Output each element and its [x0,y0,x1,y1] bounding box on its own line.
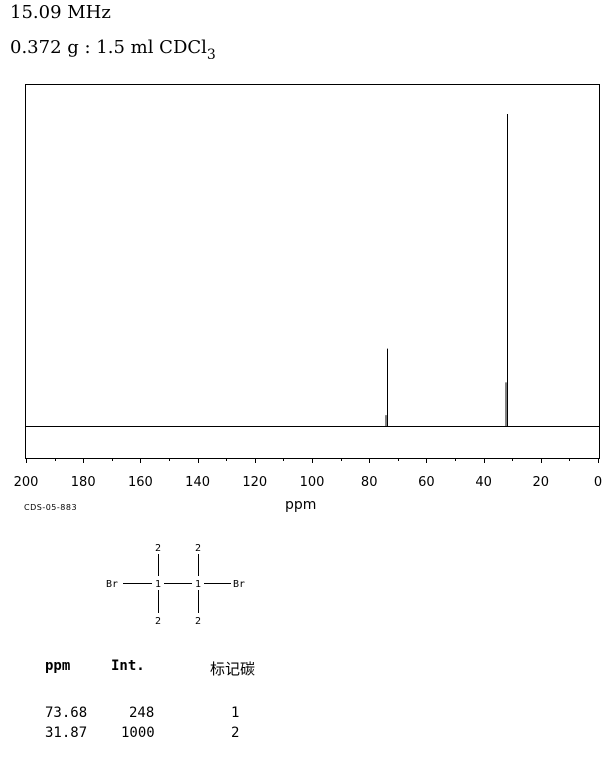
h-count-c1-bottom: 2 [155,616,161,627]
x-tick-label: 140 [185,475,210,490]
x-axis-tick-labels: 200 180 160 140 120 100 80 60 40 20 0 [14,475,603,490]
table-cell-ppm-1: 73.68 [45,705,88,721]
sample-description: 0.372 g : 1.5 ml CDCl3 [10,37,216,63]
x-tick-label: 60 [418,475,435,490]
sample-subscript: 3 [206,47,216,63]
x-tick-label: 100 [300,475,325,490]
table-header-labeled-carbon: 标记碳 [210,660,256,678]
sample-text: 0.372 g : 1.5 ml CDCl [10,37,207,58]
table-header-int: Int. [111,658,145,674]
table-cell-int-1: 248 [129,705,155,721]
h-count-c2-top: 2 [195,543,201,554]
spectrum-code: CDS-05-883 [24,503,78,512]
spectrum-peaks [385,114,508,426]
x-axis-label: ppm [285,497,317,513]
x-tick-label: 180 [71,475,96,490]
nmr-spectrum-chart: 200 180 160 140 120 100 80 60 40 20 0 [14,84,603,490]
table-header-ppm: ppm [45,658,71,674]
x-tick-label: 80 [361,475,378,490]
x-tick-label: 160 [128,475,153,490]
table-cell-carbon-2: 2 [231,725,240,741]
x-tick-label: 40 [475,475,492,490]
x-tick-label: 0 [594,475,602,490]
x-axis-ticks [26,458,599,463]
h-count-c2-bottom: 2 [195,616,201,627]
atom-c1: 1 [155,579,161,590]
x-tick-label: 200 [14,475,39,490]
x-tick-label: 20 [533,475,550,490]
h-count-c1-top: 2 [155,543,161,554]
atom-br-right: Br [233,579,245,590]
table-cell-int-2: 1000 [121,725,155,741]
spectrometer-frequency: 15.09 MHz [10,2,111,23]
x-tick-label: 120 [242,475,267,490]
atom-c2: 1 [195,579,201,590]
atom-br-left: Br [106,579,118,590]
table-cell-ppm-2: 31.87 [45,725,88,741]
table-cell-carbon-1: 1 [231,705,240,721]
